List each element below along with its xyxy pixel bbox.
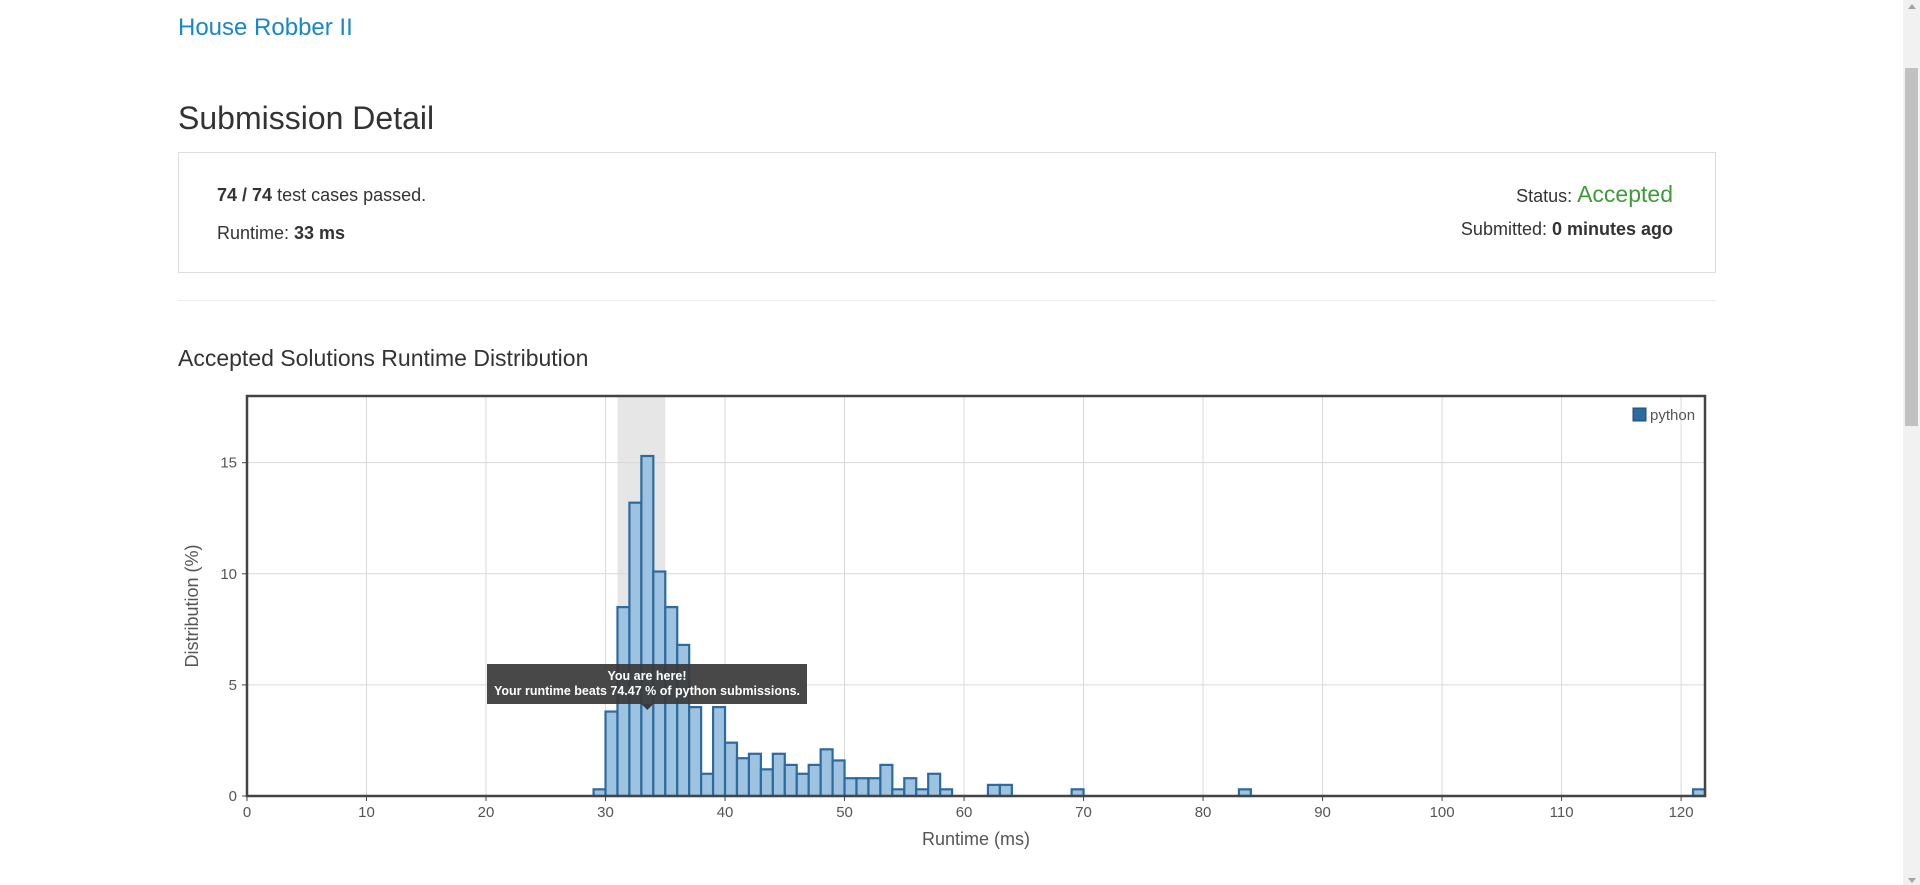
histogram-bar[interactable] [628,501,643,798]
histogram-bar[interactable] [688,706,703,798]
x-tick-label: 110 [1550,804,1574,821]
plot-frame [245,394,1707,798]
problem-title-link[interactable]: House Robber II [178,14,353,41]
histogram-bar[interactable] [867,777,882,798]
section-divider [178,300,1716,301]
y-tick-label: 0 [229,788,237,805]
y-tick-label: 15 [220,455,237,472]
histogram-bar[interactable] [723,741,739,798]
y-tick-label: 10 [220,566,237,583]
chart-section-title: Accepted Solutions Runtime Distribution [178,345,589,371]
histogram-bar[interactable] [795,772,810,798]
status-accepted-value: Accepted [1577,181,1673,207]
vertical-scrollbar[interactable] [1903,0,1920,885]
scroll-down-arrow-icon[interactable] [1908,878,1916,883]
histogram-bar[interactable] [747,752,762,798]
x-axis-label: Runtime (ms) [922,829,1030,849]
histogram-bar[interactable] [819,748,834,798]
submitted-value: 0 minutes ago [1551,219,1673,239]
submitted-row: Submitted: 0 minutes ago [1461,217,1673,241]
result-summary: 74 / 74 test cases passed. Runtime: 33 m… [217,183,426,245]
histogram-bar[interactable] [783,763,798,798]
histogram-bar[interactable] [903,777,918,798]
x-tick-label: 30 [597,804,614,821]
legend-label-python: python [1650,407,1695,424]
cases-separator: / [237,185,253,205]
x-tick-label: 40 [717,804,734,821]
cases-suffix-label: test cases passed. [272,185,427,205]
x-tick-label: 70 [1075,804,1092,821]
histogram-bar[interactable] [604,710,619,798]
x-tick-label: 20 [478,804,495,821]
runtime-row: Runtime: 33 ms [217,221,426,245]
scrollbar-thumb[interactable] [1905,68,1918,426]
x-tick-label: 10 [358,804,375,821]
runtime-label: Runtime: [217,223,295,243]
scroll-up-arrow-icon[interactable] [1908,4,1916,9]
submission-detail-panel: 74 / 74 test cases passed. Runtime: 33 m… [178,152,1716,273]
x-tick-label: 90 [1314,804,1331,821]
x-tick-label: 100 [1430,804,1455,821]
histogram-bar[interactable] [879,763,894,798]
histogram-bar[interactable] [927,772,942,798]
legend-swatch [1632,407,1647,422]
histogram-bar[interactable] [986,783,1002,798]
status-summary: Status: Accepted Submitted: 0 minutes ag… [1461,179,1673,241]
x-tick-label: 50 [836,804,853,821]
histogram-bar[interactable] [807,763,822,798]
histogram-bar[interactable] [855,777,870,798]
tooltip-box [487,664,807,704]
submitted-label: Submitted: [1460,219,1552,239]
histogram-bar[interactable] [831,759,846,798]
x-tick-label: 120 [1669,804,1694,821]
runtime-value: 33 ms [294,223,346,243]
histogram-bar[interactable] [640,454,655,798]
tooltip-message: Your runtime beats 74.47 % of python sub… [494,684,800,698]
histogram-bar[interactable] [711,706,727,798]
histogram-bar[interactable] [771,752,786,798]
status-row: Status: Accepted [1461,179,1673,209]
histogram-bar[interactable] [843,777,858,798]
x-tick-label: 0 [243,804,251,821]
page-title: Submission Detail [178,100,435,136]
y-axis-label: Distribution (%) [182,544,202,667]
cases-total-count: 74 [252,185,273,205]
cases-passed-count: 74 [217,185,238,205]
y-tick-label: 5 [229,677,237,694]
status-label: Status: [1516,186,1578,206]
x-tick-label: 60 [956,804,973,821]
histogram-bar[interactable] [700,772,715,798]
histogram-bar[interactable] [735,757,751,798]
runtime-distribution-chart: 0 10 20 30 40 50 60 70 80 90 100 110 120 0 5 10 15 Runtim… [182,394,1707,849]
tooltip-title: You are here! [608,669,687,683]
histogram-bar[interactable] [759,768,774,798]
x-tick-label: 80 [1195,804,1212,821]
test-cases-row: 74 / 74 test cases passed. [217,183,426,207]
tooltip-pointer-icon [641,704,654,710]
histogram-bar[interactable] [998,783,1013,798]
